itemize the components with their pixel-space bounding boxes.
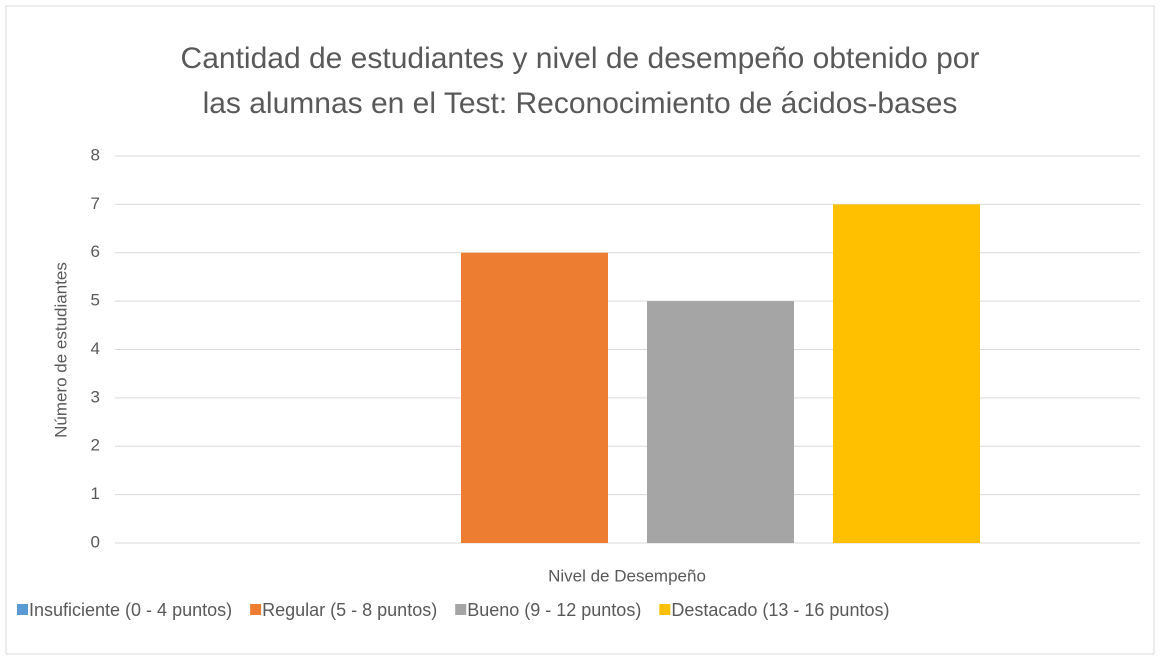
x-axis-label: Nivel de Desempeño — [548, 566, 706, 585]
chart-title: Cantidad de estudiantes y nivel de desem… — [181, 42, 980, 75]
legend-swatch — [250, 604, 262, 615]
legend-label: Destacado (13 - 16 puntos) — [671, 600, 889, 620]
y-axis-label: Número de estudiantes — [51, 262, 70, 438]
y-tick-label: 5 — [91, 291, 100, 310]
bar — [833, 204, 980, 543]
legend-swatch — [17, 604, 28, 615]
y-tick-label: 2 — [91, 436, 100, 455]
legend-label: Insuficiente (0 - 4 puntos) — [29, 600, 232, 620]
legend-label: Bueno (9 - 12 puntos) — [467, 600, 641, 620]
bar — [461, 252, 608, 543]
legend-label: Regular (5 - 8 puntos) — [262, 600, 437, 620]
chart-title: las alumnas en el Test: Reconocimiento d… — [203, 87, 958, 120]
bar — [647, 301, 794, 543]
y-tick-label: 8 — [91, 145, 100, 164]
y-tick-label: 1 — [91, 484, 100, 503]
y-tick-label: 7 — [91, 194, 100, 213]
y-tick-label: 4 — [91, 339, 100, 358]
legend-swatch — [659, 604, 671, 615]
y-tick-label: 3 — [91, 387, 100, 406]
y-tick-label: 6 — [91, 242, 100, 261]
legend-swatch — [455, 604, 467, 615]
y-tick-label: 0 — [91, 532, 100, 551]
